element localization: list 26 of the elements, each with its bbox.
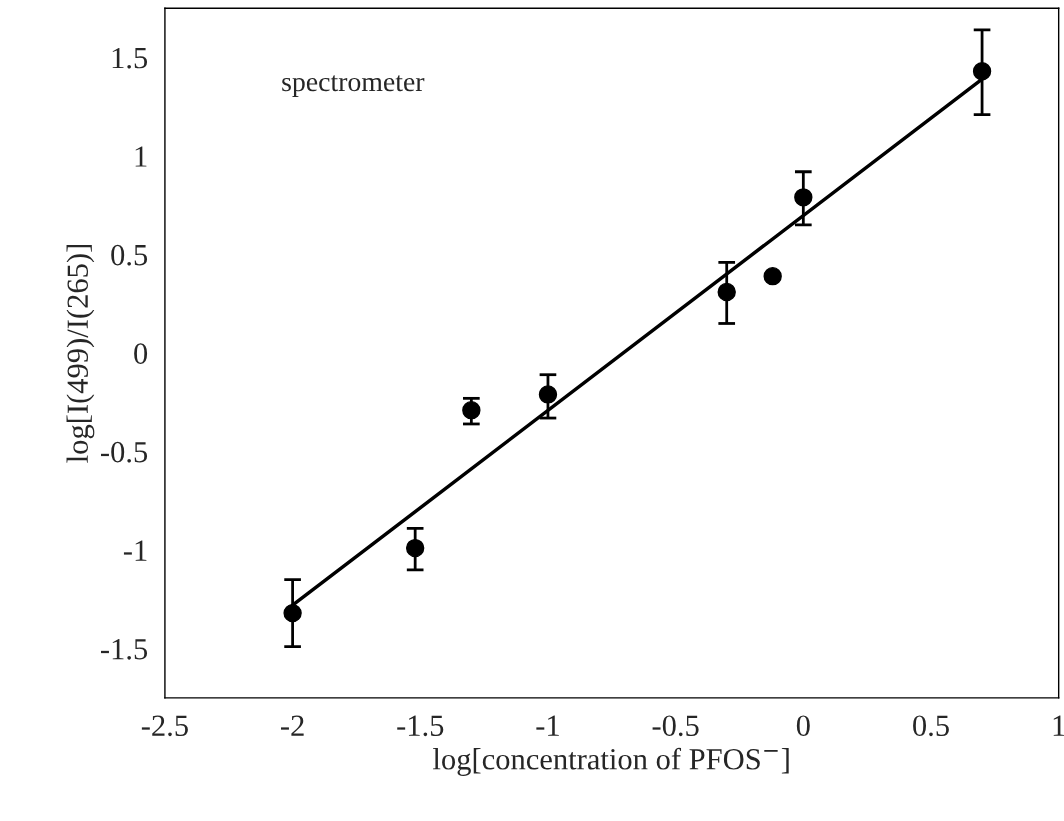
- annotation: spectrometer: [282, 75, 425, 97]
- y-tick-label: 0: [134, 343, 148, 364]
- point: [538, 385, 558, 404]
- x-tick-label: 0.5: [913, 715, 949, 737]
- point: [405, 538, 425, 558]
- x-tick-label: -1: [536, 715, 559, 736]
- y-axis-title: log[I(499)/I(265)]: [66, 244, 95, 463]
- y-tick-label: 0.5: [111, 244, 148, 266]
- point: [462, 400, 481, 420]
- x-tick-label: 1: [1053, 715, 1064, 736]
- y-tick-label: -1: [123, 540, 147, 561]
- y-tick-label: 1: [135, 146, 147, 167]
- point: [794, 188, 813, 207]
- y-tick-label: -0.5: [101, 441, 148, 463]
- x-tick-label: -2: [281, 715, 304, 736]
- x-tick-label: -1.5: [397, 715, 444, 737]
- x-tick-label: -2.5: [141, 715, 188, 737]
- x-tick-label: -0.5: [652, 715, 699, 737]
- point: [717, 282, 736, 302]
- x-axis-title: log[concentration of PFOS$^{−}$]: [433, 747, 789, 776]
- point: [972, 62, 992, 81]
- y-tick-label: 1.5: [112, 47, 148, 69]
- x-tick-label: 0: [796, 715, 810, 737]
- point: [763, 267, 782, 286]
- y-tick-label: -1.5: [101, 639, 148, 660]
- point: [283, 603, 302, 623]
